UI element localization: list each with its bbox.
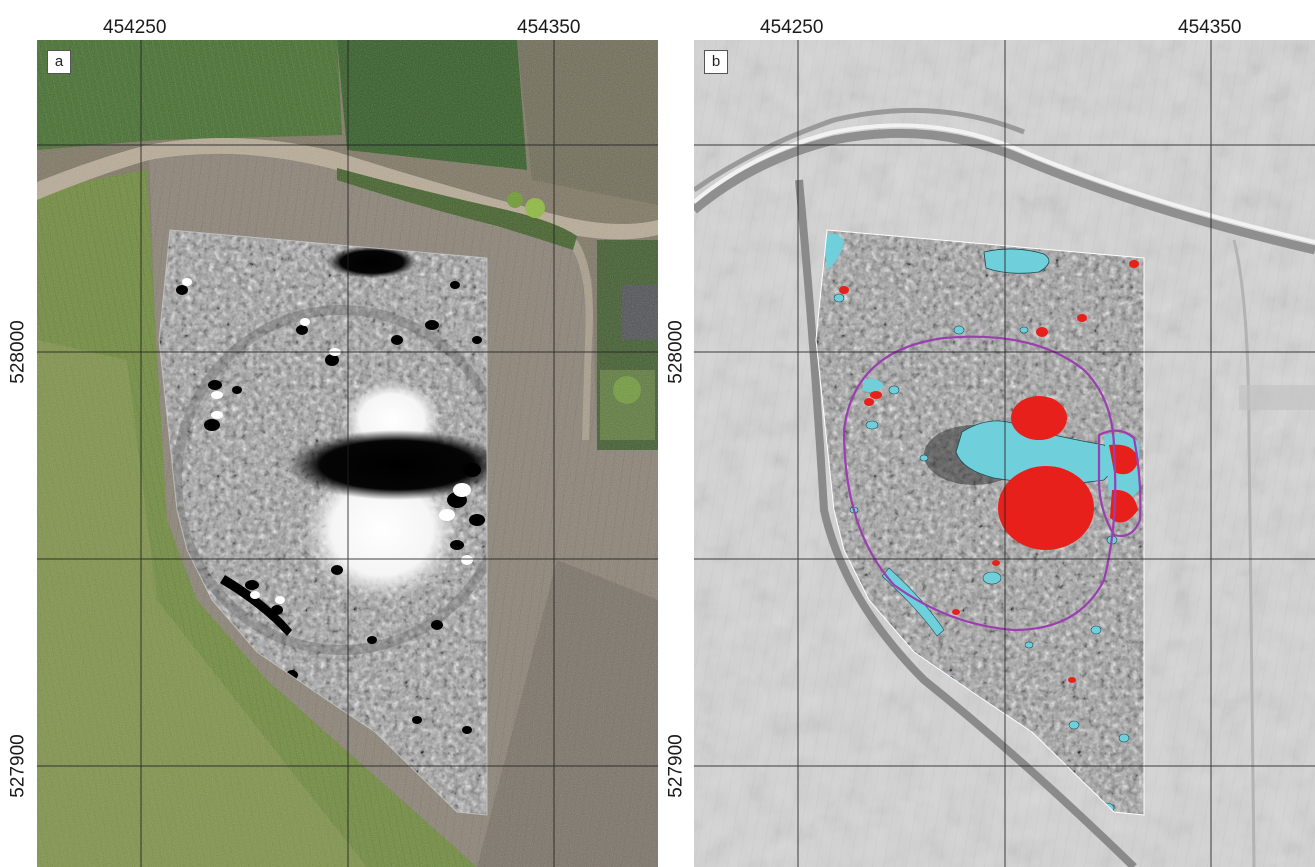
northing-label-a-1: 528000 [7,320,29,384]
map-panel-a: a [37,40,658,867]
easting-label-b-1: 454250 [760,17,824,38]
northing-label-a-2: 527900 [7,734,29,798]
easting-label-a-2: 454350 [517,17,581,38]
map-panel-b: b [694,40,1315,867]
lidar-map [694,40,1315,867]
easting-label-a-1: 454250 [103,17,167,38]
aerial-map [37,40,658,867]
easting-label-b-2: 454350 [1178,17,1242,38]
northing-label-b-2: 527900 [665,734,687,798]
northing-label-b-1: 528000 [665,320,687,384]
panel-label-b: b [704,50,728,74]
panel-label-a: a [47,50,71,74]
